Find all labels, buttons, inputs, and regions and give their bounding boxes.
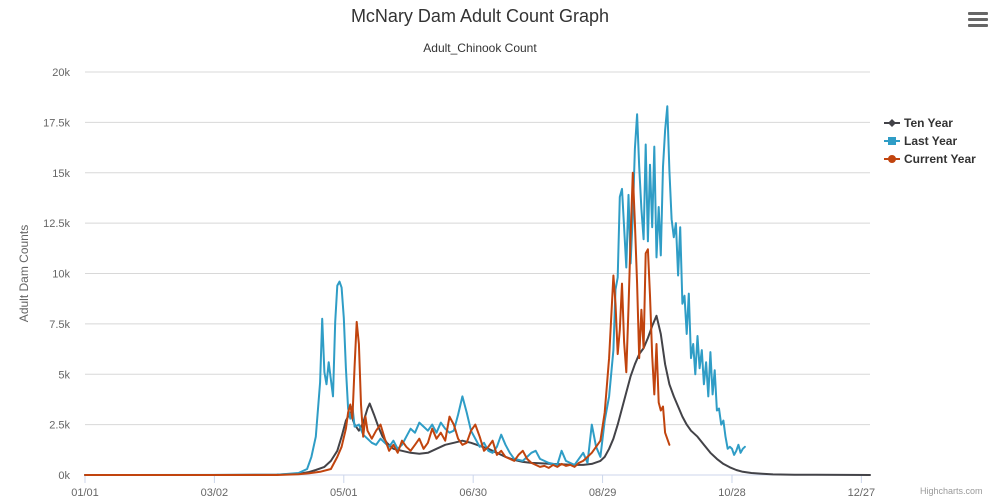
chart-title: McNary Dam Adult Count Graph <box>350 6 610 26</box>
y-tick-label: 2.5k <box>49 420 70 432</box>
legend-label: Last Year <box>904 134 957 148</box>
y-axis-title: Adult Dam Counts <box>17 225 31 322</box>
y-tick-label: 5k <box>58 369 70 381</box>
credits-link[interactable]: Highcharts.com <box>920 486 983 496</box>
grid-lines <box>85 71 870 426</box>
menu-bar <box>968 12 988 15</box>
legend-marker-diamond <box>888 119 896 127</box>
menu-bar <box>968 24 988 27</box>
x-tick-label: 05/01 <box>330 487 358 499</box>
y-tick-label: 7.5k <box>49 319 70 331</box>
series-lines <box>84 105 871 476</box>
series-line-last-year <box>84 105 746 476</box>
menu-bar <box>968 18 988 21</box>
y-tick-label: 17.5k <box>43 117 70 129</box>
chart-subtitle: Adult_Chinook Count <box>423 41 537 55</box>
series-line-current-year <box>84 171 671 476</box>
legend-item[interactable]: Current Year <box>884 152 976 166</box>
legend-item[interactable]: Last Year <box>884 134 957 148</box>
x-tick-label: 03/02 <box>201 487 229 499</box>
axes: 0k 2.5k 5k 7.5k 10k 12.5k 15k 17.5k 20k 01/01 03/0… <box>17 67 875 499</box>
y-tick-label: 0k <box>58 470 70 482</box>
x-tick-label: 01/01 <box>71 487 99 499</box>
y-tick-label: 15k <box>52 168 70 180</box>
hamburger-menu-icon[interactable] <box>968 12 988 28</box>
legend-label: Current Year <box>904 152 976 166</box>
legend-marker-circle <box>888 155 896 163</box>
legend: Ten Year Last Year Current Year <box>884 116 976 166</box>
legend-item[interactable]: Ten Year <box>884 116 953 130</box>
x-tick-label: 08/29 <box>589 487 617 499</box>
y-tick-label: 12.5k <box>43 218 70 230</box>
legend-marker-square <box>888 137 896 145</box>
series-line-ten-year <box>84 314 871 476</box>
x-tick-label: 06/30 <box>459 487 487 499</box>
legend-label: Ten Year <box>904 116 953 130</box>
x-tick-label: 10/28 <box>718 487 746 499</box>
x-tick-label: 12/27 <box>848 487 876 499</box>
y-tick-label: 20k <box>52 67 70 79</box>
y-tick-label: 10k <box>52 269 70 281</box>
